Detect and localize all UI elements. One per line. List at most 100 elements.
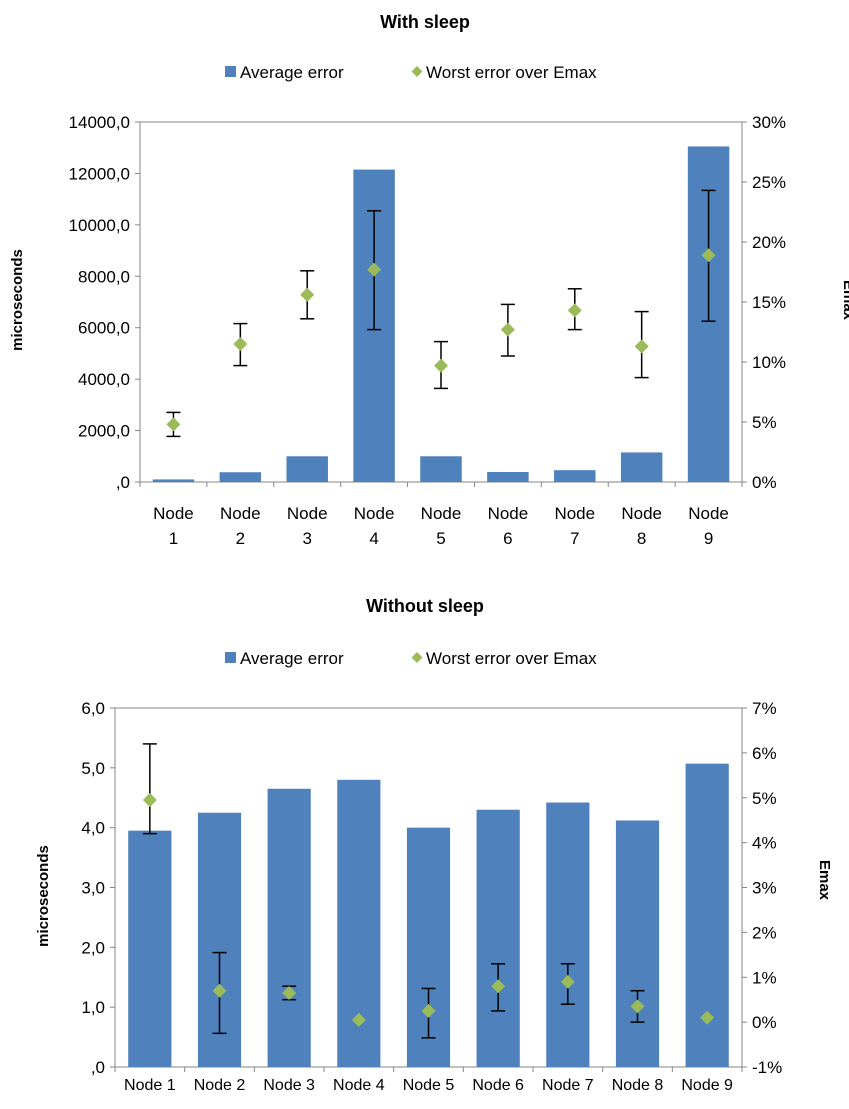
x-tick-label: Node 8 [621, 504, 662, 548]
x-tick-label: Node 2 [194, 1077, 246, 1094]
y2-tick-label: -1% [752, 1058, 782, 1077]
y-tick-label: 6,0 [81, 699, 105, 718]
legend: Average error Worst error over Emax [225, 649, 597, 668]
chart-title: Without sleep [366, 596, 484, 616]
x-tick-label: Node 3 [287, 504, 328, 548]
y2-tick-label: 4% [752, 834, 777, 853]
y2-tick-label: 20% [752, 233, 786, 252]
y-tick-label: 2,0 [81, 938, 105, 957]
y2-tick-label: 10% [752, 353, 786, 372]
diamond-point [351, 1012, 366, 1027]
y-tick-label: 2000,0 [78, 422, 130, 441]
y-tick-label: ,0 [91, 1058, 105, 1077]
y2-axis-label: Emax [840, 280, 849, 321]
y2-tick-label: 5% [752, 789, 777, 808]
chart-title: With sleep [380, 12, 470, 32]
diamond-point [166, 417, 181, 432]
x-tick-label: Node 1 [153, 504, 194, 548]
y2-tick-label: 0% [752, 1013, 777, 1032]
x-tick-label: Node 4 [333, 1077, 385, 1094]
bar [554, 470, 596, 482]
y-tick-label: 4000,0 [78, 370, 130, 389]
diamond-point [630, 999, 645, 1014]
bar [476, 809, 520, 1067]
x-tick-label: Node 9 [681, 1077, 733, 1094]
bar [286, 456, 328, 482]
chart-without-sleep: Without sleep Average error Worst error … [35, 596, 833, 1094]
diamond-point [212, 983, 227, 998]
y2-tick-label: 3% [752, 879, 777, 898]
x-tick-label: Node 1 [124, 1077, 176, 1094]
x-tick-label: Node 5 [421, 504, 462, 548]
diamond-point [282, 985, 297, 1000]
legend: Average error Worst error over Emax [225, 63, 597, 82]
legend-label-worst-error: Worst error over Emax [426, 649, 597, 668]
bar [219, 472, 262, 482]
diamond-point [434, 358, 448, 373]
y2-tick-label: 6% [752, 744, 777, 763]
legend-label-worst-error: Worst error over Emax [426, 63, 597, 82]
x-tick-label: Node 4 [354, 504, 395, 548]
y-tick-label: 8000,0 [78, 267, 130, 286]
y-tick-label: 5,0 [81, 759, 105, 778]
x-tick-label: Node 5 [403, 1077, 455, 1094]
diamond-point [142, 792, 157, 807]
diamond-point [560, 974, 575, 989]
y2-tick-label: 0% [752, 473, 777, 492]
y2-tick-label: 5% [752, 413, 777, 432]
y-tick-label: 3,0 [81, 879, 105, 898]
diamond-point [500, 322, 515, 337]
y-tick-label: 6000,0 [78, 319, 130, 338]
bar [487, 471, 529, 482]
bar [546, 802, 590, 1067]
plot-area: ,0 2000,0 4000,0 6000,0 8000,0 10000,0 12000,0… [69, 113, 786, 548]
legend-label-average-error: Average error [240, 649, 344, 668]
y-tick-label: 10000,0 [69, 216, 130, 235]
diamond-point [701, 248, 716, 263]
diamond-point [300, 287, 315, 302]
y-axis-label: microseconds [35, 845, 52, 947]
bar [152, 479, 195, 482]
legend-diamond-marker [411, 652, 423, 663]
x-tick-label: Node 8 [612, 1077, 664, 1094]
y-tick-label: 1,0 [81, 998, 105, 1017]
bar [267, 788, 311, 1067]
legend-diamond-marker [411, 66, 423, 77]
bar [615, 820, 660, 1067]
diamond-point [421, 1003, 436, 1018]
y2-tick-label: 2% [752, 923, 777, 942]
legend-bar-swatch [225, 66, 236, 77]
y-axis-label: microseconds [9, 249, 26, 351]
y2-tick-label: 15% [752, 293, 786, 312]
y2-axis-label: Emax [816, 860, 833, 901]
x-tick-label: Node 7 [554, 504, 595, 548]
y-tick-label: 4,0 [81, 819, 105, 838]
x-tick-label: Node 3 [263, 1077, 315, 1094]
diamond-point [567, 303, 582, 318]
plot-area: ,0 1,0 2,0 3,0 4,0 5,0 6,0 -1% 0% 1% 2% 3% 4% 5% 6% 7% N… [81, 699, 782, 1094]
y2-tick-label: 30% [752, 113, 786, 132]
y-tick-label: 12000,0 [69, 164, 130, 183]
y2-tick-label: 7% [752, 699, 777, 718]
bar [420, 456, 462, 482]
legend-bar-swatch [225, 652, 236, 663]
y2-tick-label: 1% [752, 968, 777, 987]
x-tick-label: Node 9 [688, 504, 729, 548]
diamond-point [700, 1010, 715, 1025]
y2-tick-label: 25% [752, 173, 786, 192]
x-tick-label: Node 7 [542, 1077, 594, 1094]
chart-with-sleep: With sleep Average error Worst error ove… [9, 12, 849, 548]
y-tick-label: 14000,0 [69, 113, 130, 132]
diamond-point [233, 337, 248, 351]
y-tick-label: ,0 [116, 473, 130, 492]
x-tick-label: Node 6 [472, 1077, 524, 1094]
bar [128, 830, 172, 1067]
legend-label-average-error: Average error [240, 63, 344, 82]
diamond-point [367, 262, 382, 277]
diamond-point [634, 339, 649, 354]
diamond-point [491, 979, 506, 994]
bar [620, 452, 663, 482]
x-tick-label: Node 6 [488, 504, 529, 548]
